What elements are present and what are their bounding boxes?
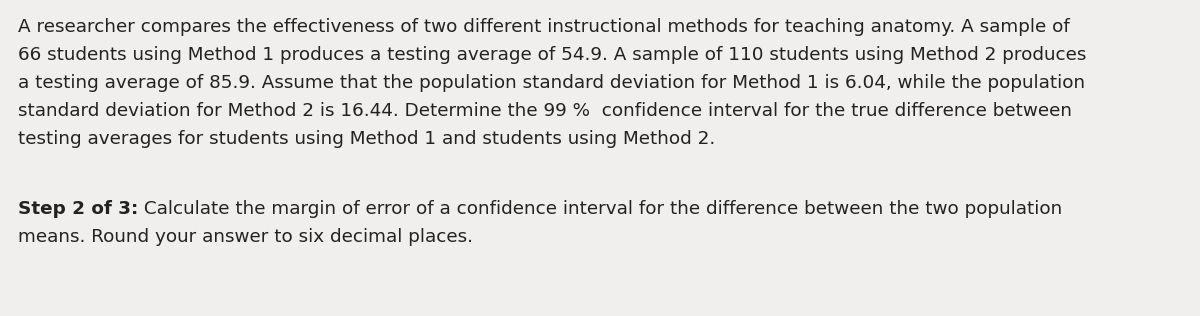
Text: A researcher compares the effectiveness of two different instructional methods f: A researcher compares the effectiveness … <box>18 18 1069 36</box>
Text: Calculate the margin of error of a confidence interval for the difference betwee: Calculate the margin of error of a confi… <box>138 200 1062 218</box>
Text: standard deviation for Method 2 is 16.44. Determine the 99 %  confidence interva: standard deviation for Method 2 is 16.44… <box>18 102 1072 120</box>
Text: 66 students using Method 1 produces a testing average of 54.9. A sample of 110 s: 66 students using Method 1 produces a te… <box>18 46 1086 64</box>
Text: a testing average of 85.9. Assume that the population standard deviation for Met: a testing average of 85.9. Assume that t… <box>18 74 1085 92</box>
Text: means. Round your answer to six decimal places.: means. Round your answer to six decimal … <box>18 228 473 246</box>
Text: testing averages for students using Method 1 and students using Method 2.: testing averages for students using Meth… <box>18 130 715 148</box>
Text: Step 2 of 3:: Step 2 of 3: <box>18 200 138 218</box>
